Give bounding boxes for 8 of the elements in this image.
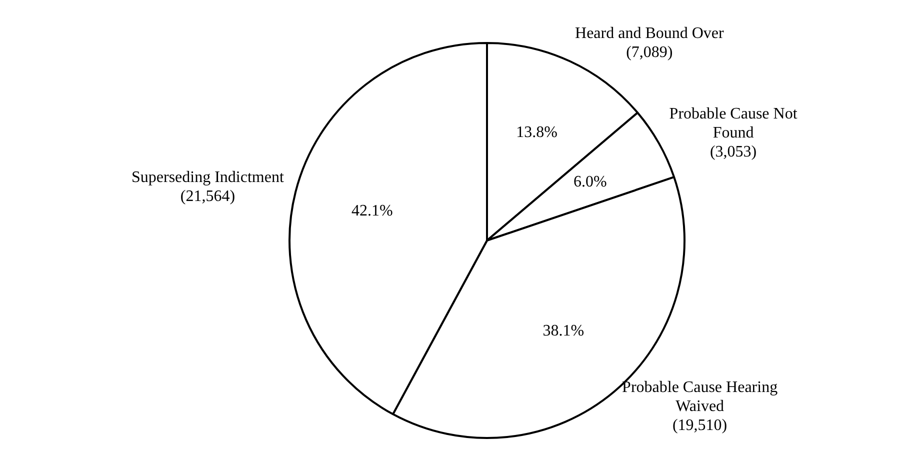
data-label: 38.1% [542,322,584,340]
data-label: 42.1% [351,202,393,220]
slice-label: Superseding Indictment (21,564) [131,168,284,205]
data-label: 6.0% [573,173,607,190]
data-label: 13.8% [516,124,558,142]
slice-label: Heard and Bound Over (7,089) [575,24,725,61]
slice-label: Probable Cause Not Found (3,053) [669,106,798,161]
slice-label: Probable Cause Hearing Waived (19,510) [622,378,778,434]
